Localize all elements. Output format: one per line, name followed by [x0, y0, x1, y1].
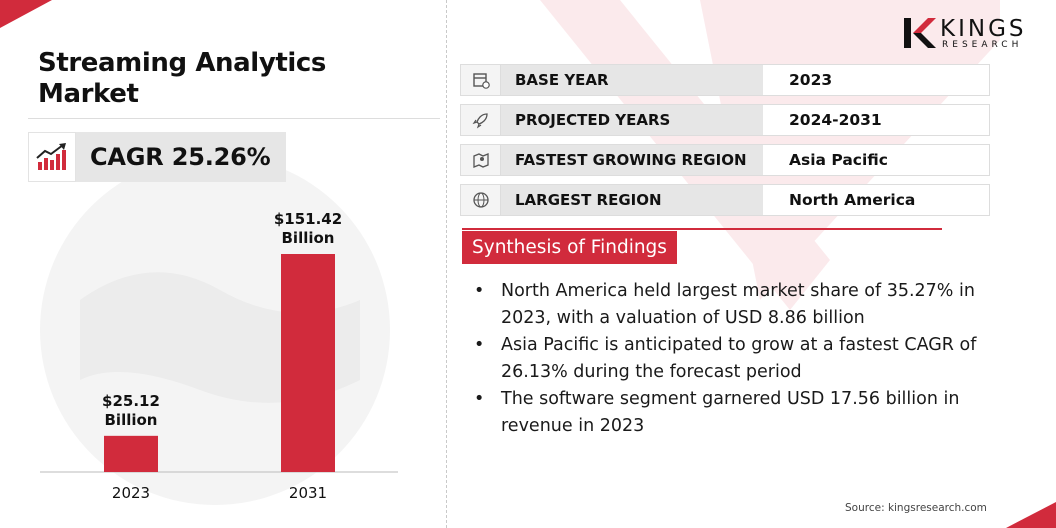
bullet-icon: •: [474, 389, 485, 409]
info-row-largest-region: LARGEST REGION North America: [460, 184, 990, 216]
data-label: $25.12: [102, 392, 160, 410]
info-value: Asia Pacific: [789, 151, 888, 169]
data-label: Billion: [105, 411, 158, 429]
title-divider: [28, 118, 440, 119]
info-row-base-year: BASE YEAR 2023: [460, 64, 990, 96]
globe-icon: [461, 185, 501, 215]
findings-divider: [462, 228, 942, 230]
bar-2023: [104, 435, 158, 472]
findings-heading: Synthesis of Findings: [462, 231, 677, 264]
corner-decoration-bottom-right: [1006, 502, 1056, 528]
cagr-value: CAGR 25.26%: [76, 132, 286, 182]
info-value: 2023: [789, 71, 833, 89]
list-item: • North America held largest market share…: [470, 278, 1030, 332]
page-title: Streaming Analytics Market: [38, 48, 326, 109]
kings-research-logo: KINGS RESEARCH: [902, 16, 1042, 52]
calendar-icon: [461, 65, 501, 95]
x-tick-label: 2031: [289, 484, 327, 502]
info-label: PROJECTED YEARS: [501, 105, 763, 135]
corner-decoration-top-left: [0, 0, 52, 28]
finding-text: North America held largest market share …: [501, 281, 975, 328]
bullet-icon: •: [474, 281, 485, 301]
market-info-table: BASE YEAR 2023 PROJECTED YEARS 2024-2031…: [460, 64, 990, 224]
finding-text: Asia Pacific is anticipated to grow at a…: [501, 335, 977, 382]
findings-list: • North America held largest market share…: [470, 278, 1030, 440]
logo-tagline: RESEARCH: [942, 40, 1023, 50]
info-row-fastest-region: FASTEST GROWING REGION Asia Pacific: [460, 144, 990, 176]
data-label: Billion: [282, 229, 335, 247]
info-label: BASE YEAR: [501, 65, 763, 95]
info-value: North America: [789, 191, 916, 209]
logo-wordmark: KINGS: [940, 16, 1027, 42]
rocket-icon: [461, 105, 501, 135]
growth-chart-icon: [28, 132, 76, 182]
data-label: $151.42: [274, 210, 342, 228]
kings-logo-icon: [904, 18, 936, 48]
x-tick-label: 2023: [112, 484, 150, 502]
list-item: • Asia Pacific is anticipated to grow at …: [470, 332, 1030, 386]
source-note: Source: kingsresearch.com: [845, 502, 987, 514]
finding-text: The software segment garnered USD 17.56 …: [501, 389, 960, 436]
vertical-divider: [446, 0, 447, 528]
map-icon: [461, 145, 501, 175]
info-label: FASTEST GROWING REGION: [501, 145, 763, 175]
info-label: LARGEST REGION: [501, 185, 763, 215]
cagr-panel: CAGR 25.26%: [28, 132, 286, 182]
list-item: • The software segment garnered USD 17.56…: [470, 386, 1030, 440]
info-row-projected-years: PROJECTED YEARS 2024-2031: [460, 104, 990, 136]
bullet-icon: •: [474, 335, 485, 355]
info-value: 2024-2031: [789, 111, 882, 129]
bar-2031: [281, 254, 335, 472]
